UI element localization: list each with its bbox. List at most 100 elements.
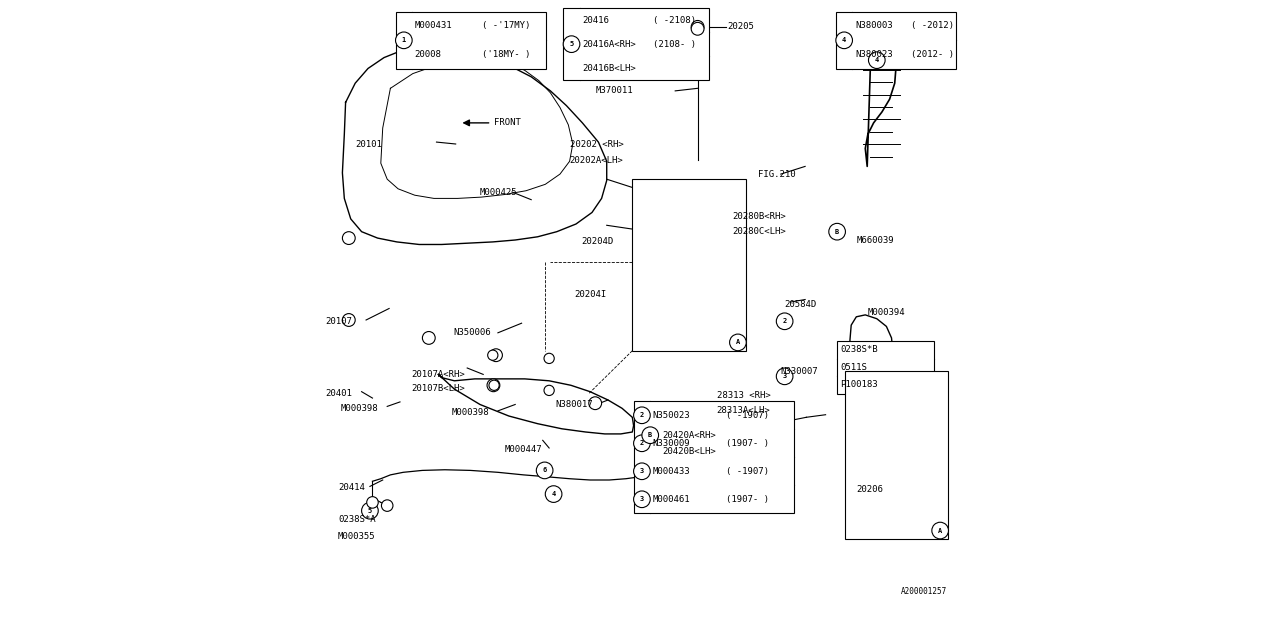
Text: 20107A<RH>: 20107A<RH> [411,370,465,379]
Text: 20420A<RH>: 20420A<RH> [663,431,716,440]
Text: ( -2012): ( -2012) [911,21,955,31]
Circle shape [544,353,554,364]
Text: M370011: M370011 [595,86,632,95]
Text: 0511S: 0511S [841,363,867,372]
Circle shape [361,502,379,519]
Text: 2: 2 [640,412,644,419]
Text: N380023: N380023 [855,50,892,60]
Text: A200001257: A200001257 [901,588,947,596]
Text: (2108- ): (2108- ) [653,40,696,49]
Text: M000398: M000398 [452,408,489,417]
Circle shape [343,232,356,244]
Text: 20202A<LH>: 20202A<LH> [570,156,623,164]
Text: 4: 4 [874,57,879,63]
Circle shape [544,385,554,396]
Circle shape [539,464,550,477]
Circle shape [730,334,746,351]
Text: N380003: N380003 [855,21,892,31]
Text: (2012- ): (2012- ) [911,50,955,60]
Circle shape [381,500,393,511]
Circle shape [641,427,659,444]
Text: 20204I: 20204I [575,290,607,299]
Text: M000398: M000398 [340,404,378,413]
Text: N330007: N330007 [781,367,818,376]
Text: 20206: 20206 [856,485,883,494]
Text: N350023: N350023 [653,411,690,420]
Text: P100183: P100183 [841,380,878,389]
Circle shape [634,407,650,424]
Circle shape [691,22,704,35]
Circle shape [548,488,561,500]
Text: M000425: M000425 [480,188,517,196]
Circle shape [932,522,948,539]
Circle shape [367,497,379,508]
Text: 20107: 20107 [325,317,352,326]
Text: M000447: M000447 [504,445,541,454]
Text: 28313A<LH>: 28313A<LH> [717,406,771,415]
Text: 20008: 20008 [415,50,442,60]
Bar [632,179,746,351]
Text: 20414: 20414 [338,483,365,492]
Text: ('18MY- ): ('18MY- ) [483,50,530,60]
Text: ( -1907): ( -1907) [727,467,769,476]
Bar [634,401,794,513]
Text: 3: 3 [782,373,787,380]
Circle shape [589,397,602,410]
Text: M660039: M660039 [856,236,893,244]
Text: ( -'17MY): ( -'17MY) [483,21,530,31]
Text: M000394: M000394 [868,308,905,317]
Text: 2: 2 [782,318,787,324]
Circle shape [829,223,846,240]
Text: 1: 1 [402,37,406,44]
Circle shape [776,313,794,330]
Text: B: B [835,228,840,235]
Text: 0238S*A: 0238S*A [338,515,375,524]
Text: 20101: 20101 [356,140,381,148]
Text: 28313 <RH>: 28313 <RH> [717,391,771,400]
Circle shape [486,379,499,392]
Circle shape [489,380,499,390]
Circle shape [778,370,791,383]
Text: 6: 6 [543,467,547,474]
Circle shape [868,52,886,68]
Text: 20416A<RH>: 20416A<RH> [582,40,636,49]
Circle shape [396,32,412,49]
Bar [836,12,956,69]
Text: 20416B<LH>: 20416B<LH> [582,63,636,72]
Text: B: B [648,432,653,438]
Circle shape [536,462,553,479]
Text: FIG.210: FIG.210 [759,170,796,179]
Text: N380017: N380017 [556,400,593,409]
Text: ( -2108): ( -2108) [653,16,696,25]
Circle shape [634,463,650,479]
Text: 0238S*B: 0238S*B [841,346,878,355]
Text: 20401: 20401 [325,389,352,398]
Text: 20420B<LH>: 20420B<LH> [663,447,716,456]
Circle shape [490,349,502,362]
Text: (1907- ): (1907- ) [727,439,769,448]
Bar [563,8,709,80]
Text: M000431: M000431 [415,21,452,31]
Text: 20107B<LH>: 20107B<LH> [411,384,465,393]
Bar [845,371,948,539]
Circle shape [691,20,704,33]
Text: (1907- ): (1907- ) [727,495,769,504]
Circle shape [422,332,435,344]
Circle shape [488,350,498,360]
Text: 4: 4 [842,37,846,44]
Text: 20205: 20205 [728,22,754,31]
Circle shape [634,491,650,508]
Text: 5: 5 [570,41,573,47]
Text: FRONT: FRONT [494,118,521,127]
Text: 5: 5 [367,508,372,514]
Text: 20204D: 20204D [581,237,613,246]
Text: 3: 3 [640,496,644,502]
Text: 20584D: 20584D [783,300,817,308]
Text: A: A [736,339,740,346]
Text: 2: 2 [640,440,644,446]
Text: 3: 3 [640,468,644,474]
Text: A: A [938,527,942,534]
Circle shape [545,486,562,502]
Text: ( -1907): ( -1907) [727,411,769,420]
Text: 4: 4 [552,491,556,497]
